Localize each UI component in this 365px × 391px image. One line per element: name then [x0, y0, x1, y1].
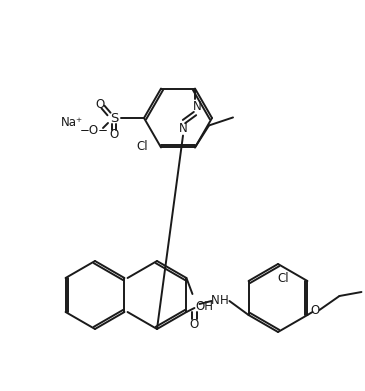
Text: H: H [220, 294, 229, 307]
Text: OH: OH [195, 301, 214, 314]
Text: O: O [190, 317, 199, 330]
Text: N: N [193, 100, 201, 113]
Text: N: N [178, 122, 187, 135]
Text: Cl: Cl [277, 271, 289, 285]
Text: O: O [110, 127, 119, 140]
Text: Cl: Cl [137, 140, 148, 153]
Text: Na⁺: Na⁺ [61, 117, 83, 129]
Text: O: O [311, 305, 320, 317]
Text: −O−: −O− [80, 124, 108, 136]
Text: S: S [110, 111, 118, 124]
Text: O: O [95, 97, 105, 111]
Text: N: N [211, 294, 220, 307]
